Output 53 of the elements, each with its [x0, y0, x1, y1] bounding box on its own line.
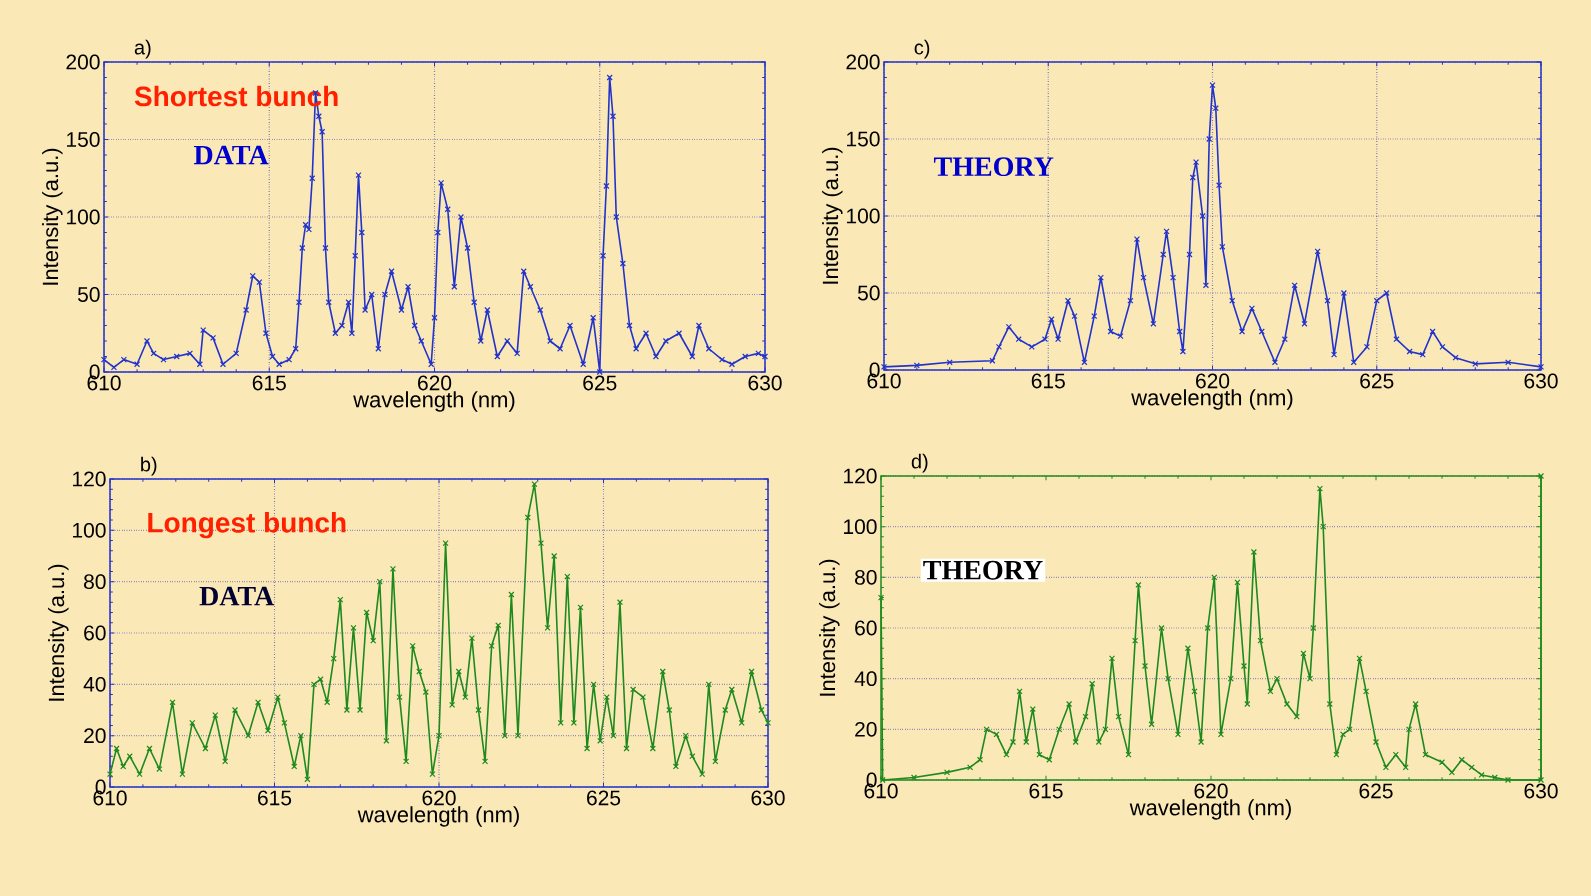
- y-tick-label: 20: [84, 728, 106, 744]
- x-axis-title: wavelength (nm): [353, 391, 515, 412]
- text: a): [134, 39, 151, 59]
- y-tick-label: 120: [844, 468, 877, 484]
- x-axis-title: wavelength (nm): [357, 806, 519, 827]
- annotation: THEORY: [933, 157, 1054, 177]
- y-tick-label: 20: [855, 721, 877, 737]
- x-tick-label: 625: [583, 375, 617, 391]
- y-tick-label: 100: [67, 209, 100, 225]
- x-tick-label: 625: [1359, 783, 1393, 799]
- y-tick-label: 80: [84, 574, 106, 590]
- x-tick-label: 625: [1360, 373, 1394, 389]
- text: c): [914, 39, 930, 59]
- y-tick-label: 60: [84, 625, 106, 641]
- y-tick-label: 50: [77, 287, 100, 302]
- x-axis-title: wavelength (nm): [1129, 799, 1291, 820]
- annotation: DATA: [193, 145, 269, 165]
- y-tick-label: 40: [83, 676, 106, 692]
- x-tick-label: 620: [418, 375, 452, 391]
- y-tick-label: 60: [855, 620, 877, 636]
- x-tick-label: 630: [1524, 783, 1558, 799]
- y-tick-label: 100: [847, 208, 880, 224]
- x-tick-label: 630: [751, 790, 785, 806]
- x-tick-label: 625: [587, 790, 621, 806]
- y-tick-label: 200: [846, 54, 880, 70]
- y-tick-label: 40: [854, 671, 877, 687]
- annotation: THEORY: [923, 560, 1043, 580]
- x-axis-title: wavelength (nm): [1131, 389, 1293, 410]
- text: d): [911, 453, 928, 473]
- x-tick-label: 620: [422, 790, 456, 806]
- text: b): [141, 456, 157, 476]
- y-tick-label: 150: [847, 131, 880, 147]
- x-tick-label: 630: [1524, 373, 1558, 389]
- y-tick-label: 100: [73, 522, 106, 538]
- y-axis-title: Intensity (a.u.): [42, 148, 63, 285]
- annotation: Longest bunch: [148, 512, 346, 539]
- x-tick-label: 620: [1196, 373, 1230, 389]
- annotation: DATA: [199, 586, 275, 606]
- y-tick-label: 80: [855, 569, 877, 585]
- y-tick-label: 120: [73, 471, 106, 487]
- x-tick-label: 615: [258, 790, 292, 806]
- x-tick-label: 615: [252, 375, 286, 391]
- y-tick-label: 150: [67, 132, 100, 147]
- y-tick-label: 200: [66, 54, 100, 70]
- x-tick-label: 620: [1194, 783, 1228, 799]
- y-axis-title: Intensity (a.u.): [822, 147, 843, 284]
- y-axis-title: Intensity (a.u.): [819, 559, 840, 696]
- x-tick-label: 615: [1029, 783, 1063, 799]
- y-tick-label: 50: [857, 285, 880, 301]
- x-tick-label: 630: [748, 375, 782, 391]
- x-tick-label: 615: [1031, 373, 1065, 389]
- y-tick-label: 100: [844, 519, 877, 535]
- y-axis-title: Intensity (a.u.): [48, 564, 69, 701]
